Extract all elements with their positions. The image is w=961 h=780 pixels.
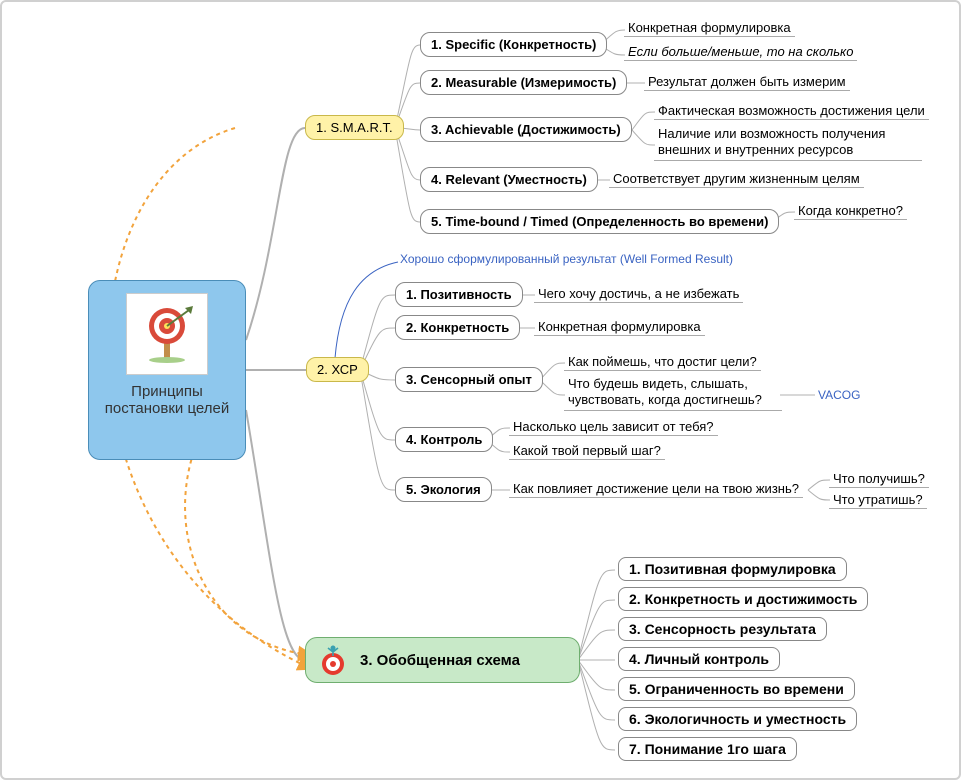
leaf: Наличие или возможность получения внешни… — [658, 126, 918, 159]
leaf: Какой твой первый шаг? — [513, 443, 661, 458]
leaf: Что будешь видеть, слышать, чувствовать,… — [568, 376, 778, 409]
xcp-ecology: 5. Экология — [395, 477, 492, 502]
summary-item: 6. Экологичность и уместность — [618, 707, 857, 731]
branch-smart: 1. S.M.A.R.T. — [305, 115, 404, 140]
leaf: Конкретная формулировка — [538, 319, 701, 334]
smart-measurable: 2. Measurable (Измеримость) — [420, 70, 627, 95]
leaf: Как повлияет достижение цели на твою жиз… — [513, 481, 799, 496]
leaf: Когда конкретно? — [798, 203, 903, 218]
leaf: Конкретная формулировка — [628, 20, 791, 35]
leaf: Чего хочу достичь, а не избежать — [538, 286, 739, 301]
leaf: Фактическая возможность достижения цели — [658, 103, 925, 118]
leaf: Что получишь? — [833, 471, 925, 486]
branch-xcp-label: 2. ХСР — [317, 362, 358, 377]
root-title-1: Принципы — [89, 383, 245, 400]
root-title-2: постановки целей — [89, 400, 245, 417]
xcp-note: Хорошо сформулированный результат (Well … — [400, 252, 733, 266]
xcp-control: 4. Контроль — [395, 427, 493, 452]
smart-timebound: 5. Time-bound / Timed (Определенность во… — [420, 209, 779, 234]
target-icon — [126, 293, 208, 375]
leaf: Результат должен быть измерим — [648, 74, 846, 89]
target-person-icon — [316, 642, 350, 679]
leaf: Соответствует другим жизненным целям — [613, 171, 860, 186]
branch-smart-label: 1. S.M.A.R.T. — [316, 120, 393, 135]
summary-item: 5. Ограниченность во времени — [618, 677, 855, 701]
leaf: Как поймешь, что достиг цели? — [568, 354, 757, 369]
summary-item: 2. Конкретность и достижимость — [618, 587, 868, 611]
leaf: Если больше/меньше, то на сколько — [628, 44, 853, 59]
root-node: Принципы постановки целей — [88, 280, 246, 460]
smart-relevant: 4. Relevant (Уместность) — [420, 167, 598, 192]
summary-item: 4. Личный контроль — [618, 647, 780, 671]
summary-item: 3. Сенсорность результата — [618, 617, 827, 641]
leaf: Насколько цель зависит от тебя? — [513, 419, 714, 434]
summary-item: 7. Понимание 1го шага — [618, 737, 797, 761]
vacog-note: VACOG — [818, 388, 860, 402]
summary-item: 1. Позитивная формулировка — [618, 557, 847, 581]
leaf: Что утратишь? — [833, 492, 923, 507]
xcp-sensory: 3. Сенсорный опыт — [395, 367, 543, 392]
branch-summary: 3. Обобщенная схема — [305, 637, 580, 683]
branch-xcp: 2. ХСР — [306, 357, 369, 382]
smart-achievable: 3. Achievable (Достижимость) — [420, 117, 632, 142]
xcp-positive: 1. Позитивность — [395, 282, 523, 307]
branch-summary-label: 3. Обобщенная схема — [360, 652, 520, 669]
xcp-concrete: 2. Конкретность — [395, 315, 520, 340]
smart-specific: 1. Specific (Конкретность) — [420, 32, 607, 57]
